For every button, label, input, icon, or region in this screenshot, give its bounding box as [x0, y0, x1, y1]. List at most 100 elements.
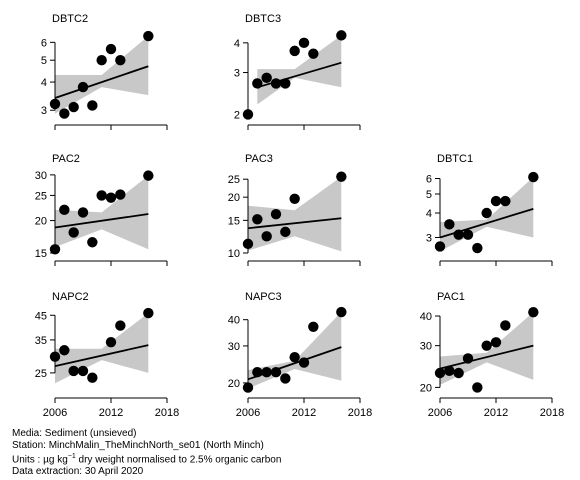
trend-line-pac3 [247, 217, 342, 230]
data-point-pac1 [528, 307, 539, 318]
y-tick-label-pac1: 30 [420, 341, 432, 353]
data-point-pac3 [336, 171, 347, 182]
data-point-pac2 [59, 204, 70, 216]
data-point-napc3 [242, 382, 254, 393]
data-point-dbtc2 [105, 43, 117, 55]
data-point-pac3 [252, 214, 263, 225]
chart-footer: Media: Sediment (unsieved) Station: Minc… [12, 428, 281, 477]
y-tick-label-dbtc1: 3 [426, 232, 432, 244]
y-tick-label-pac2: 20 [35, 216, 47, 228]
data-point-dbtc3 [252, 78, 263, 89]
y-tick-label-dbtc3: 4 [234, 38, 240, 50]
data-point-pac2 [105, 192, 117, 203]
data-point-dbtc2 [87, 100, 98, 111]
x-tick-label-napc2: 2006 [43, 407, 67, 419]
data-point-napc3 [336, 306, 347, 318]
data-point-pac3 [270, 208, 282, 220]
data-point-pac2 [96, 190, 107, 201]
y-tick-label-dbtc1: 5 [426, 189, 432, 201]
y-tick-label-napc2: 35 [35, 335, 47, 347]
panel-title-napc2: NAPC2 [52, 291, 89, 303]
data-point-pac2 [115, 189, 126, 200]
trend-line-napc2 [54, 344, 149, 367]
x-tick-label-napc2: 2018 [155, 407, 179, 419]
confidence-band-napc3 [248, 312, 342, 389]
y-tick-label-dbtc1: 6 [426, 173, 432, 185]
y-tick-label-napc3: 20 [228, 378, 240, 390]
y-tick-label-napc2: 45 [35, 310, 47, 322]
data-point-dbtc2 [143, 30, 154, 42]
y-tick-label-pac3: 25 [228, 174, 240, 186]
data-point-dbtc2 [59, 108, 70, 119]
data-point-pac1 [444, 365, 455, 376]
data-point-napc3 [298, 357, 310, 368]
data-point-dbtc3 [336, 30, 347, 41]
data-point-pac1 [500, 320, 511, 331]
x-tick-label-napc3: 2012 [292, 407, 316, 419]
y-tick-label-pac3: 10 [228, 248, 240, 260]
data-point-napc2 [77, 365, 89, 377]
footer-extraction: Data extraction: 30 April 2020 [12, 465, 144, 477]
data-point-napc3 [289, 352, 300, 363]
data-point-dbtc1 [453, 229, 464, 240]
data-point-pac1 [462, 353, 474, 364]
data-point-dbtc3 [270, 78, 282, 89]
y-tick-label-dbtc2: 3 [41, 105, 47, 117]
y-tick-label-dbtc3: 3 [234, 68, 240, 80]
y-tick-label-dbtc3: 2 [234, 109, 240, 121]
data-point-napc3 [280, 373, 291, 384]
y-tick-label-pac2: 30 [35, 170, 47, 182]
data-point-napc2 [115, 320, 126, 331]
x-tick-label-napc3: 2006 [236, 407, 260, 419]
confidence-band-napc2 [55, 313, 149, 384]
data-point-pac1 [481, 340, 492, 351]
y-tick-label-napc2: 25 [35, 368, 47, 380]
confidence-band-dbtc3 [257, 35, 342, 105]
y-tick-label-dbtc2: 5 [41, 55, 47, 67]
data-point-pac1 [490, 337, 502, 348]
y-tick-label-pac1: 40 [420, 311, 432, 323]
data-point-dbtc3 [261, 72, 272, 84]
data-point-pac1 [453, 367, 464, 379]
trend-line-dbtc2 [54, 65, 149, 99]
trend-line-pac1 [439, 344, 534, 370]
y-tick-label-pac1: 20 [420, 382, 432, 394]
data-point-pac3 [289, 193, 300, 204]
data-point-pac2 [68, 227, 79, 238]
data-point-pac3 [280, 226, 291, 238]
data-point-dbtc3 [298, 37, 310, 49]
confidence-band-dbtc2 [55, 36, 149, 114]
footer-units: Units : µg kg−1 dry weight normalised to… [12, 453, 282, 466]
data-point-napc2 [59, 345, 70, 356]
data-point-napc2 [143, 307, 154, 319]
data-point-napc2 [105, 336, 117, 348]
data-point-napc3 [308, 321, 319, 332]
data-point-napc3 [261, 366, 272, 378]
y-tick-label-pac3: 15 [228, 215, 240, 227]
data-point-pac2 [87, 237, 98, 248]
y-tick-label-napc3: 40 [228, 315, 240, 327]
data-point-dbtc1 [481, 207, 492, 219]
data-point-dbtc1 [444, 219, 455, 230]
data-point-napc3 [270, 366, 282, 378]
y-tick-label-dbtc1: 4 [426, 208, 432, 220]
chart-grid: DBTC23456DBTC3234PAC215202530PAC31015202… [35, 13, 564, 419]
data-point-dbtc2 [96, 54, 107, 66]
footer-station: Station: MinchMalin_TheMinchNorth_se01 (… [12, 439, 264, 451]
panel-title-dbtc1: DBTC1 [437, 153, 473, 165]
confidence-band-pac3 [248, 176, 342, 252]
data-point-napc3 [252, 366, 263, 378]
y-tick-label-pac3: 20 [228, 192, 240, 204]
footer-media: Media: Sediment (unsieved) [12, 428, 137, 439]
data-point-dbtc3 [308, 48, 319, 59]
x-tick-label-napc2: 2012 [99, 407, 123, 419]
data-point-dbtc3 [289, 45, 300, 57]
data-point-dbtc2 [68, 101, 79, 113]
y-tick-label-dbtc2: 4 [41, 77, 47, 89]
data-point-pac3 [261, 231, 272, 242]
data-point-pac2 [143, 170, 154, 181]
panel-title-pac3: PAC3 [245, 153, 273, 165]
data-point-napc2 [68, 365, 79, 377]
data-point-pac1 [472, 382, 483, 393]
confidence-band-pac2 [55, 175, 149, 250]
